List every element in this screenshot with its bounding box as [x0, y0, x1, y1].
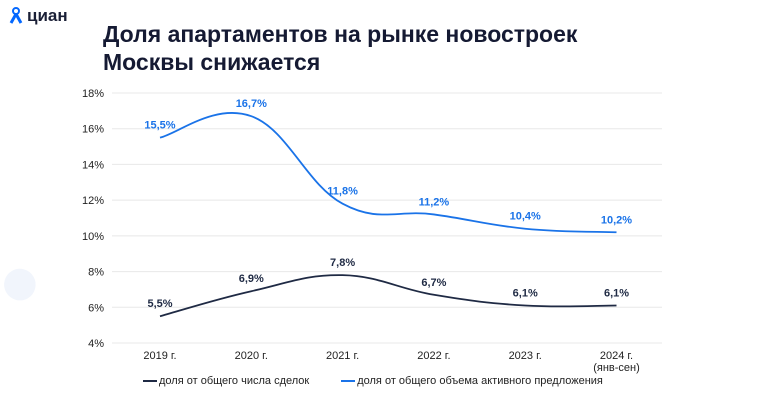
series-line-deals [159, 274, 617, 318]
y-tick-label: 12% [82, 195, 104, 207]
data-label: 11,8% [327, 186, 358, 198]
x-tick-label: 2024 г. [600, 350, 633, 362]
legend-item-supply: доля от общего объема активного предложе… [341, 375, 603, 387]
legend-swatch [341, 380, 356, 383]
y-tick-label: 14% [82, 159, 104, 171]
series-line-supply [159, 112, 617, 234]
data-label: 5,5% [147, 298, 172, 310]
data-label: 6,1% [604, 288, 629, 300]
y-tick-label: 8% [88, 267, 104, 279]
y-tick-label: 4% [88, 338, 104, 350]
x-tick-label: 2022 г. [417, 350, 450, 362]
data-label: 6,7% [421, 277, 446, 289]
data-label: 6,9% [239, 273, 264, 285]
legend-label: доля от общего числа сделок [159, 375, 310, 387]
x-tick-label: 2021 г. [326, 350, 359, 362]
y-tick-label: 16% [82, 124, 104, 136]
legend-swatch [143, 380, 157, 383]
x-tick-sublabel: (янв-сен) [593, 362, 640, 374]
data-label: 11,2% [419, 196, 450, 208]
legend-item-deals: доля от общего числа сделок [143, 375, 309, 387]
x-tick-label: 2023 г. [509, 350, 542, 362]
data-label: 6,1% [513, 288, 538, 300]
data-label: 10,4% [510, 211, 541, 223]
data-label: 10,2% [601, 214, 632, 226]
y-tick-label: 10% [82, 231, 104, 243]
data-label: 15,5% [144, 120, 175, 132]
cian-logo[interactable]: циан [8, 6, 68, 26]
logo-text: циан [27, 6, 68, 25]
y-tick-label: 18% [82, 88, 104, 100]
data-label: 7,8% [330, 257, 355, 269]
y-tick-label: 6% [88, 302, 104, 314]
x-tick-label: 2020 г. [235, 350, 268, 362]
legend: доля от общего числа сделок доля от обще… [143, 375, 603, 387]
pin-icon [9, 7, 23, 24]
page-title: Доля апартаментов на рынке новостроек Мо… [103, 21, 578, 75]
data-label: 16,7% [236, 98, 267, 110]
legend-label: доля от общего объема активного предложе… [357, 375, 603, 387]
x-tick-label: 2019 г. [143, 350, 176, 362]
